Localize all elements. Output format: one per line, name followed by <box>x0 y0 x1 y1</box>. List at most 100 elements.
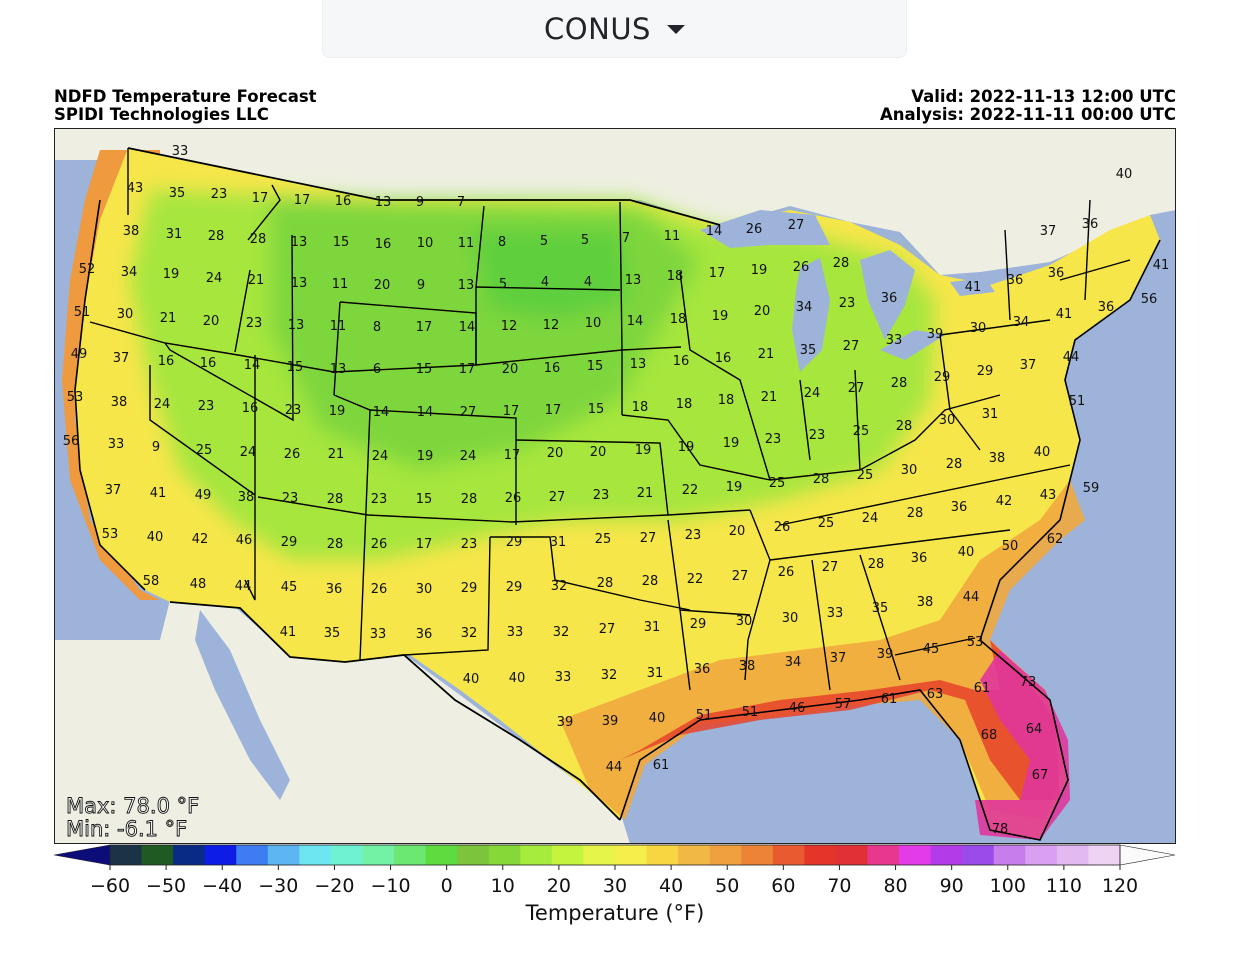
temp-label: 46 <box>236 533 253 548</box>
colorbar-swatch <box>362 845 395 865</box>
caret-down-icon <box>666 25 685 34</box>
colorbar-swatch <box>741 845 774 865</box>
temp-label: 10 <box>585 316 602 331</box>
colorbar-tick-label: −50 <box>146 875 186 897</box>
lake-huron <box>860 250 915 340</box>
colorbar-tick-label: 120 <box>1102 875 1138 897</box>
colorbar-tick-label: 70 <box>827 875 851 897</box>
temp-label: 37 <box>830 651 847 666</box>
temp-label: 36 <box>881 291 898 306</box>
temp-label: 24 <box>240 445 257 460</box>
colorbar-label: Temperature (°F) <box>525 901 705 925</box>
temp-label: 32 <box>461 626 478 641</box>
temp-label: 17 <box>416 537 433 552</box>
temp-label: 27 <box>640 531 657 546</box>
temp-label: 36 <box>1048 266 1065 281</box>
temp-label: 15 <box>416 492 433 507</box>
temp-label: 45 <box>281 580 298 595</box>
temp-label: 28 <box>208 229 225 244</box>
temp-label: 38 <box>123 224 140 239</box>
temp-label: 29 <box>690 617 707 632</box>
colorbar-swatch <box>204 845 237 865</box>
temp-label: 19 <box>329 404 346 419</box>
temp-label: 25 <box>857 468 874 483</box>
temp-label: 18 <box>632 400 649 415</box>
temp-label: 14 <box>627 314 644 329</box>
temp-label: 40 <box>463 672 480 687</box>
temp-label: 8 <box>373 320 381 335</box>
lake-ontario <box>950 278 995 296</box>
colorbar: −60 −50 −40 −30 −20 −10 0 10 20 30 40 50 60 70 80 90 100… <box>54 844 1176 925</box>
temp-label: 62 <box>1047 532 1064 547</box>
temp-label: 13 <box>291 276 308 291</box>
temp-label: 12 <box>501 319 518 334</box>
colorbar-swatch <box>709 845 742 865</box>
temp-label: 20 <box>502 362 519 377</box>
temp-label: 35 <box>169 186 186 201</box>
temp-label: 11 <box>332 277 349 292</box>
temp-label: 17 <box>294 193 311 208</box>
temp-label: 16 <box>242 401 259 416</box>
temp-label: 33 <box>555 670 572 685</box>
colorbar-swatch <box>772 845 805 865</box>
temp-label: 28 <box>597 576 614 591</box>
temp-label: 25 <box>769 476 786 491</box>
colorbar-swatch <box>583 845 616 865</box>
temp-label: 67 <box>1032 768 1049 783</box>
colorbar-swatch <box>835 845 868 865</box>
temp-label: 23 <box>839 296 856 311</box>
colorbar-swatch <box>488 845 521 865</box>
temp-label: 21 <box>248 273 265 288</box>
temp-label: 16 <box>375 237 392 252</box>
gulf-coast-band <box>620 640 1060 800</box>
temp-label: 44 <box>606 760 623 775</box>
temp-label: 20 <box>590 445 607 460</box>
temp-label: 28 <box>896 419 913 434</box>
temp-label: 38 <box>238 490 255 505</box>
temp-label: 13 <box>375 195 392 210</box>
temp-label: 40 <box>649 711 666 726</box>
temp-label: 9 <box>152 440 160 455</box>
temp-label: 17 <box>709 266 726 281</box>
temp-label: 17 <box>416 320 433 335</box>
temp-label: 16 <box>158 354 175 369</box>
temp-label: 24 <box>206 271 223 286</box>
temp-label: 17 <box>459 362 476 377</box>
temp-label: 13 <box>291 235 308 250</box>
temp-label: 7 <box>457 195 465 210</box>
colorbar-tick-label: 110 <box>1046 875 1082 897</box>
colorbar-swatch <box>993 845 1026 865</box>
temp-label: 73 <box>1020 675 1037 690</box>
temp-label: 36 <box>911 551 928 566</box>
map-title-line2: SPIDI Technologies LLC <box>54 105 269 124</box>
colorbar-swatch <box>899 845 932 865</box>
temp-label: 5 <box>540 234 548 249</box>
temp-label: 59 <box>1083 481 1100 496</box>
temp-label: 53 <box>967 635 984 650</box>
temp-label: 30 <box>970 321 987 336</box>
colorbar-swatch <box>615 845 648 865</box>
temp-label: 56 <box>63 434 80 449</box>
temp-label: 13 <box>458 278 475 293</box>
temp-label: 23 <box>246 316 263 331</box>
colorbar-swatch <box>110 845 143 865</box>
temp-label: 40 <box>147 530 164 545</box>
temp-label: 27 <box>732 569 749 584</box>
temp-label: 22 <box>687 572 704 587</box>
temp-label: 50 <box>1002 539 1019 554</box>
colorbar-swatch <box>1088 845 1121 865</box>
colorbar-tick-label: 50 <box>715 875 739 897</box>
region-dropdown[interactable]: CONUS <box>322 0 907 58</box>
temp-label: 23 <box>285 403 302 418</box>
temp-label: 45 <box>923 642 940 657</box>
temp-label: 49 <box>195 488 212 503</box>
temp-label: 15 <box>588 402 605 417</box>
temp-label: 42 <box>192 532 209 547</box>
temp-label: 14 <box>373 405 390 420</box>
temp-label: 43 <box>127 181 144 196</box>
temp-label: 19 <box>723 436 740 451</box>
colorbar-tick-label: 100 <box>990 875 1026 897</box>
south-warm-band <box>560 480 1085 820</box>
temp-label: 29 <box>461 581 478 596</box>
